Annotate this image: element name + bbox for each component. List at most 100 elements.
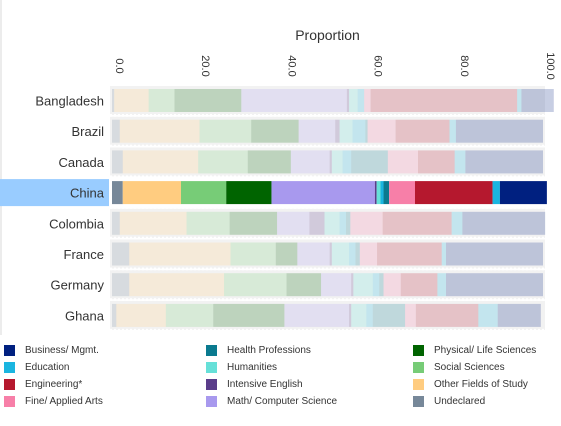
chart-title: Proportion: [295, 27, 360, 43]
bar-segment: [180, 181, 227, 205]
legend-swatch: [206, 379, 217, 390]
bar-segment: [400, 273, 438, 297]
x-tick-label: 20.0: [199, 55, 211, 76]
legend-item[interactable]: Humanities: [206, 362, 277, 373]
legend-swatch: [206, 345, 217, 356]
bar-segment: [455, 119, 543, 143]
bar-segment: [351, 303, 367, 327]
bar-segment: [370, 89, 518, 112]
bar-segment: [324, 211, 340, 235]
legend-swatch: [4, 362, 15, 373]
bar-segment: [290, 150, 330, 174]
bar-segment: [284, 303, 350, 327]
bar-segment: [114, 89, 149, 112]
legend-item[interactable]: Social Sciences: [413, 362, 505, 373]
legend-label: Physical/ Life Sciences: [434, 345, 537, 356]
bar-segment: [349, 242, 356, 266]
bar-segment: [112, 273, 130, 297]
bar-segment: [331, 150, 343, 174]
highlight-label-bg: [0, 179, 109, 207]
bar-segment: [355, 242, 360, 266]
legend-item[interactable]: Math/ Computer Science: [206, 396, 337, 407]
bar-segment: [382, 211, 452, 235]
legend-label: Business/ Mgmt.: [25, 345, 99, 356]
row-band: [110, 147, 545, 177]
x-tick-label: 80.0: [458, 55, 470, 76]
category-label: Canada: [58, 155, 104, 170]
bar-segment: [119, 119, 200, 143]
bar-segment: [339, 211, 347, 235]
bar-segment: [451, 211, 463, 235]
row-band: [110, 208, 545, 238]
x-tick-label: 100.0: [544, 52, 556, 80]
bar-segment: [213, 303, 285, 327]
bar-segment: [148, 89, 175, 112]
legend-item[interactable]: Fine/ Applied Arts: [4, 396, 103, 407]
bar-segment: [331, 242, 350, 266]
bar-segment: [174, 89, 242, 112]
bar-segment: [309, 211, 325, 235]
bar-segment: [298, 119, 336, 143]
bar-segment: [226, 181, 272, 205]
bar-segment: [353, 273, 373, 297]
legend-item[interactable]: Intensive English: [206, 379, 303, 390]
row-band: [110, 86, 545, 115]
x-tick-label: 60.0: [372, 55, 384, 76]
legend-item[interactable]: Education: [4, 362, 69, 373]
bar-segment: [199, 119, 252, 143]
bar-segment: [437, 273, 447, 297]
bar-segment: [389, 181, 415, 205]
x-tick-label: 0.0: [113, 58, 125, 73]
bar-segment: [517, 89, 522, 112]
bar-segment: [372, 273, 380, 297]
bar-segment: [395, 119, 450, 143]
bar-segment: [112, 242, 130, 266]
legend-label: Fine/ Applied Arts: [25, 396, 103, 407]
legend-item[interactable]: Physical/ Life Sciences: [413, 345, 536, 356]
bar-segment: [478, 303, 498, 327]
legend-item[interactable]: Other Fields of Study: [413, 379, 528, 390]
bar-segment: [364, 89, 371, 112]
row-band: [110, 270, 545, 300]
bar-segment: [346, 89, 350, 112]
category-label: Germany: [51, 278, 105, 293]
row-band: [110, 300, 545, 330]
legend-label: Education: [25, 362, 70, 373]
bar-segment: [129, 242, 231, 266]
bar-segment: [352, 119, 366, 143]
row-band: [110, 116, 545, 146]
legend-label: Undeclared: [434, 396, 486, 407]
bar-segment: [329, 242, 332, 266]
legend-swatch: [4, 379, 15, 390]
bar-segment: [387, 150, 419, 174]
bar-segment: [339, 119, 353, 143]
legend-label: Math/ Computer Science: [227, 396, 338, 407]
bar-segment: [449, 119, 456, 143]
bar-segment: [122, 150, 199, 174]
bar-segment: [414, 181, 493, 205]
legend-swatch: [413, 345, 424, 356]
bar-segment: [350, 211, 383, 235]
x-tick-label: 40.0: [285, 55, 297, 76]
bar-segment: [376, 181, 381, 205]
legend-item[interactable]: Business/ Mgmt.: [4, 345, 99, 356]
bar-segment: [383, 273, 401, 297]
bar-segment: [492, 181, 500, 205]
legend-item[interactable]: Engineering*: [4, 379, 82, 390]
bar-segment: [241, 89, 347, 112]
legend-item[interactable]: Undeclared: [413, 396, 485, 407]
legend-label: Engineering*: [25, 379, 83, 390]
legend-swatch: [4, 396, 15, 407]
bar-segment: [462, 211, 546, 235]
bar-segment: [351, 273, 354, 297]
bar-segment: [365, 119, 368, 143]
category-label: Ghana: [65, 308, 105, 323]
legend-item[interactable]: Health Professions: [206, 345, 311, 356]
legend-swatch: [413, 396, 424, 407]
bar-segment: [380, 181, 384, 205]
bar-segment: [446, 242, 543, 266]
bar-segment: [405, 303, 416, 327]
bar-segment: [335, 119, 340, 143]
bar-segment: [275, 242, 298, 266]
bar-segment: [377, 242, 442, 266]
